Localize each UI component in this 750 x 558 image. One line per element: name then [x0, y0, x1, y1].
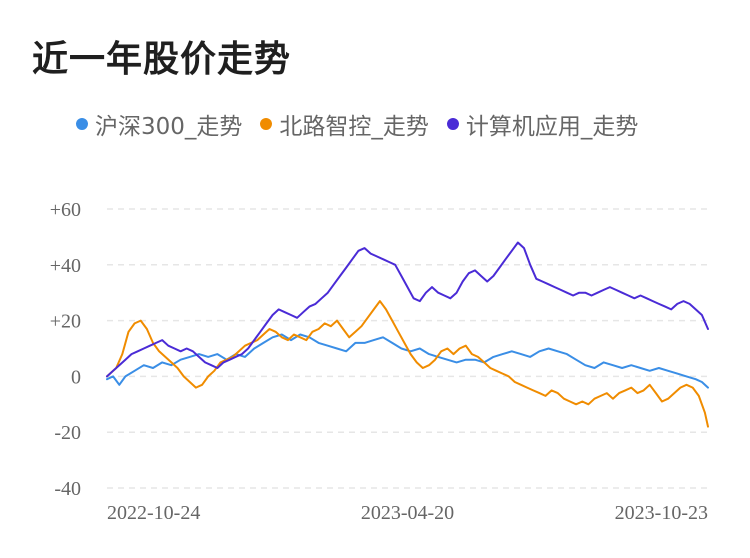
legend-marker-computer-app [446, 118, 459, 130]
y-tick-label: -40 [54, 478, 81, 500]
legend-label-computer-app: 计算机应用_走势 [465, 114, 639, 140]
chart-title: 近一年股价走势 [32, 39, 292, 80]
legend-marker-beilu [260, 118, 273, 130]
y-tick-label: -20 [54, 422, 81, 444]
legend-item-hs300[interactable]: 沪深300_走势 [76, 107, 242, 141]
x-tick-label: 2023-04-20 [361, 502, 454, 524]
series-line-hs300[interactable] [106, 333, 709, 389]
series-line-beilu[interactable] [106, 300, 709, 428]
x-tick-label: 2022-10-24 [107, 502, 200, 524]
legend-item-computer-app[interactable]: 计算机应用_走势 [446, 107, 639, 141]
y-tick-label: 0 [71, 366, 81, 388]
y-axis-ticks: +60 +40 +20 0 -20 -40 [50, 199, 81, 500]
legend-marker-hs300 [76, 118, 88, 130]
y-tick-label: +40 [50, 255, 81, 277]
x-axis-ticks: 2022-10-24 2023-04-20 2023-10-23 [107, 502, 708, 524]
legend-label-beilu: 北路智控_走势 [279, 114, 429, 140]
legend: 沪深300_走势 北路智控_走势 计算机应用_走势 [76, 108, 656, 140]
series-layer [106, 241, 709, 428]
y-tick-label: +60 [50, 199, 81, 221]
legend-item-beilu[interactable]: 北路智控_走势 [260, 107, 429, 141]
legend-label-hs300: 沪深300_走势 [95, 114, 243, 140]
series-line-computer-app[interactable] [106, 241, 709, 378]
x-tick-label: 2023-10-23 [615, 502, 708, 524]
y-tick-label: +20 [50, 311, 81, 333]
